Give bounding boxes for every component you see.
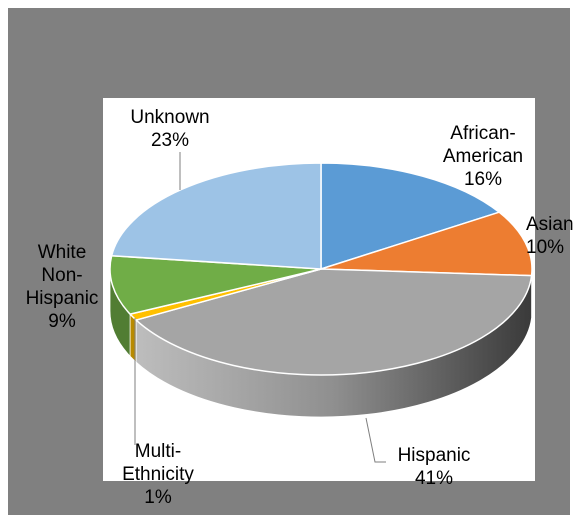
slice-unknown <box>110 162 322 270</box>
slice-african-american <box>320 162 500 270</box>
slice-label-multi-ethnicity: Multi- Ethnicity 1% <box>108 440 208 509</box>
slice-label-white-non-hispanic: White Non- Hispanic 9% <box>14 241 110 333</box>
slice-label-line: White <box>37 242 87 263</box>
slice-pct: 10% <box>526 237 565 258</box>
slice-label-asian: Asian 10% <box>526 213 578 259</box>
slice-pct: 1% <box>144 487 172 508</box>
slice-hispanic <box>135 268 533 376</box>
slice-label-african-american: African- American 16% <box>418 122 548 191</box>
slice-label-line: African- <box>450 123 516 144</box>
slice-label-line: Non- <box>41 265 83 286</box>
slice-label-line: Unknown <box>130 107 210 128</box>
slice-asian <box>320 211 533 277</box>
leader-line-hispanic <box>365 417 386 463</box>
slice-label-line: Ethnicity <box>122 464 194 485</box>
slice-label-line: Multi- <box>134 441 182 462</box>
slice-white-non-hispanic <box>109 254 322 315</box>
slice-label-line: American <box>442 146 524 167</box>
slice-pct: 41% <box>414 468 454 489</box>
slice-pct: 16% <box>463 169 503 190</box>
slice-label-unknown: Unknown 23% <box>120 106 220 152</box>
slice-pct: 9% <box>48 311 76 332</box>
slice-label-hispanic: Hispanic 41% <box>388 444 480 490</box>
slice-label-line: Hispanic <box>25 288 99 309</box>
slice-pct: 23% <box>150 130 190 151</box>
leader-lines <box>134 152 386 463</box>
slice-label-line: Hispanic <box>397 445 471 466</box>
slice-label-line: Asian <box>526 214 574 235</box>
pie-tops <box>109 162 533 376</box>
